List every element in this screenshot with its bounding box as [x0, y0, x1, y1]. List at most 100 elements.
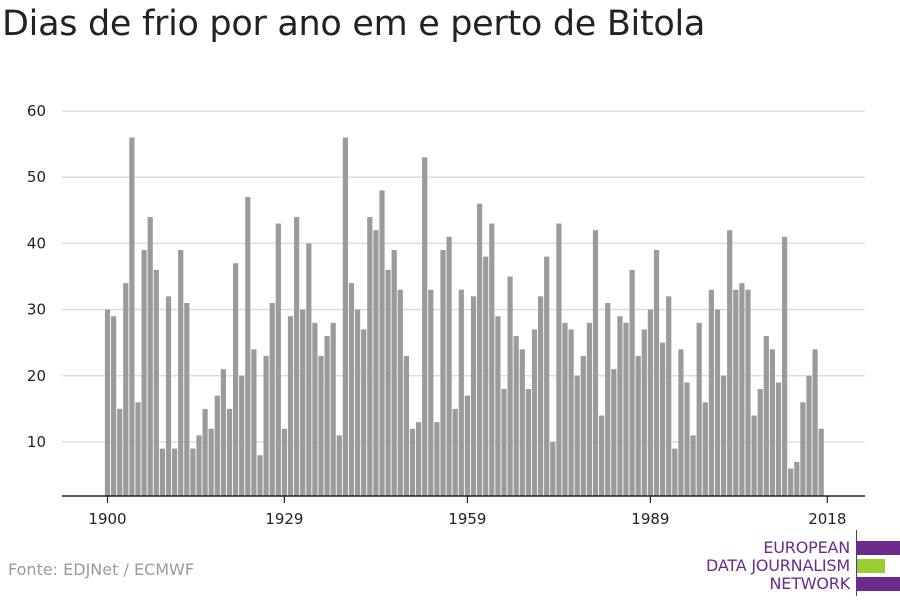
y-tick-label: 40	[27, 234, 46, 252]
bar-1946	[385, 269, 391, 496]
bar-1936	[324, 336, 330, 496]
logo-line-3: NETWORK	[769, 574, 851, 593]
bar-1976	[568, 329, 574, 496]
bar-1916	[202, 408, 208, 496]
bar-1947	[391, 250, 397, 496]
bar-1943	[367, 216, 373, 497]
x-axis-ticks: 1900 1929 1959 1989 2018	[88, 496, 846, 528]
bar-1991	[660, 342, 666, 496]
logo-bar-2	[857, 559, 885, 573]
bar-1914	[190, 448, 196, 496]
bar-1951	[416, 422, 422, 496]
bar-1974	[556, 223, 562, 497]
bar-1989	[647, 309, 653, 496]
bar-1955	[440, 250, 446, 496]
bar-1900	[104, 309, 111, 496]
bar-1949	[403, 355, 409, 496]
bar-1960	[470, 296, 477, 496]
bar-1925	[257, 455, 263, 496]
bar-1982	[605, 302, 611, 496]
bar-1902	[117, 408, 123, 496]
bar-2012	[788, 468, 794, 496]
bar-2004	[739, 283, 745, 496]
bar-1984	[617, 316, 623, 496]
bar-1929	[281, 428, 287, 496]
bar-2005	[745, 289, 751, 496]
x-tick-label: 2018	[808, 510, 846, 528]
logo-line-1: EUROPEAN	[763, 538, 850, 557]
bar-1983	[611, 369, 617, 496]
logo-bar-1	[857, 541, 900, 555]
bar-1971	[538, 296, 544, 496]
bar-1909	[159, 448, 165, 496]
bar-2014	[800, 402, 806, 496]
bar-1923	[245, 197, 251, 496]
y-tick-label: 10	[27, 433, 46, 451]
x-tick-label: 1900	[88, 510, 126, 528]
bar-1978	[580, 355, 586, 496]
bar-1933	[306, 243, 312, 496]
logo-line-2: DATA JOURNALISM	[706, 556, 850, 575]
y-axis-ticks: 10 20 30 40 50 60	[27, 102, 46, 451]
bar-2001	[721, 375, 727, 496]
bar-1990	[653, 250, 660, 496]
bar-1906	[141, 250, 147, 496]
bar-1980	[592, 230, 599, 496]
bar-chart: 10 20 30 40 50 60 1900 1929 1959 1989 2018	[27, 102, 865, 528]
bar-2003	[733, 289, 739, 496]
bar-1997	[696, 322, 702, 496]
bar-2007	[757, 389, 763, 496]
bar-1917	[208, 428, 214, 496]
bar-1979	[586, 322, 592, 496]
bar-1935	[318, 355, 324, 496]
bar-1986	[629, 269, 635, 496]
bar-1939	[342, 137, 348, 497]
bar-1999	[708, 289, 714, 496]
bar-2011	[782, 236, 788, 496]
bar-1977	[574, 375, 580, 496]
bar-1948	[397, 289, 403, 496]
bar-1966	[507, 276, 513, 496]
bar-1905	[135, 402, 141, 496]
bar-1967	[513, 336, 519, 496]
bar-1938	[336, 435, 342, 496]
bar-1952	[422, 157, 428, 496]
bar-1911	[172, 448, 178, 496]
x-tick-label: 1959	[448, 510, 486, 528]
bar-1963	[489, 223, 495, 497]
bar-1922	[239, 375, 245, 496]
bar-1945	[379, 190, 385, 496]
bar-1995	[684, 382, 690, 496]
bar-1959	[464, 395, 470, 496]
bar-1961	[477, 203, 483, 496]
edjnet-logo[interactable]: EUROPEAN DATA JOURNALISM NETWORK	[700, 528, 900, 598]
bar-1993	[672, 448, 678, 496]
bar-1915	[196, 435, 202, 496]
bar-1912	[178, 250, 184, 496]
bar-1950	[409, 428, 416, 496]
y-tick-label: 50	[27, 168, 46, 186]
bar-1944	[373, 230, 379, 496]
bar-1956	[446, 236, 452, 496]
bar-1932	[300, 309, 306, 496]
bar-1907	[147, 216, 153, 497]
logo-divider	[856, 530, 857, 596]
bar-1996	[690, 435, 696, 496]
bar-1973	[550, 442, 556, 496]
y-tick-label: 30	[27, 301, 46, 319]
bar-1992	[666, 296, 672, 496]
bar-1975	[562, 322, 568, 496]
bar-1964	[495, 316, 501, 496]
bar-1962	[483, 256, 489, 496]
bar-1910	[165, 296, 172, 496]
bar-1920	[226, 408, 233, 496]
bar-1969	[525, 389, 531, 496]
bar-2000	[714, 309, 721, 496]
bar-1931	[294, 216, 300, 497]
bar-1904	[129, 137, 135, 497]
bar-1954	[434, 422, 440, 496]
bar-2016	[812, 349, 818, 496]
bar-1994	[678, 349, 684, 496]
bar-1918	[214, 395, 220, 496]
bar-1942	[361, 329, 367, 496]
